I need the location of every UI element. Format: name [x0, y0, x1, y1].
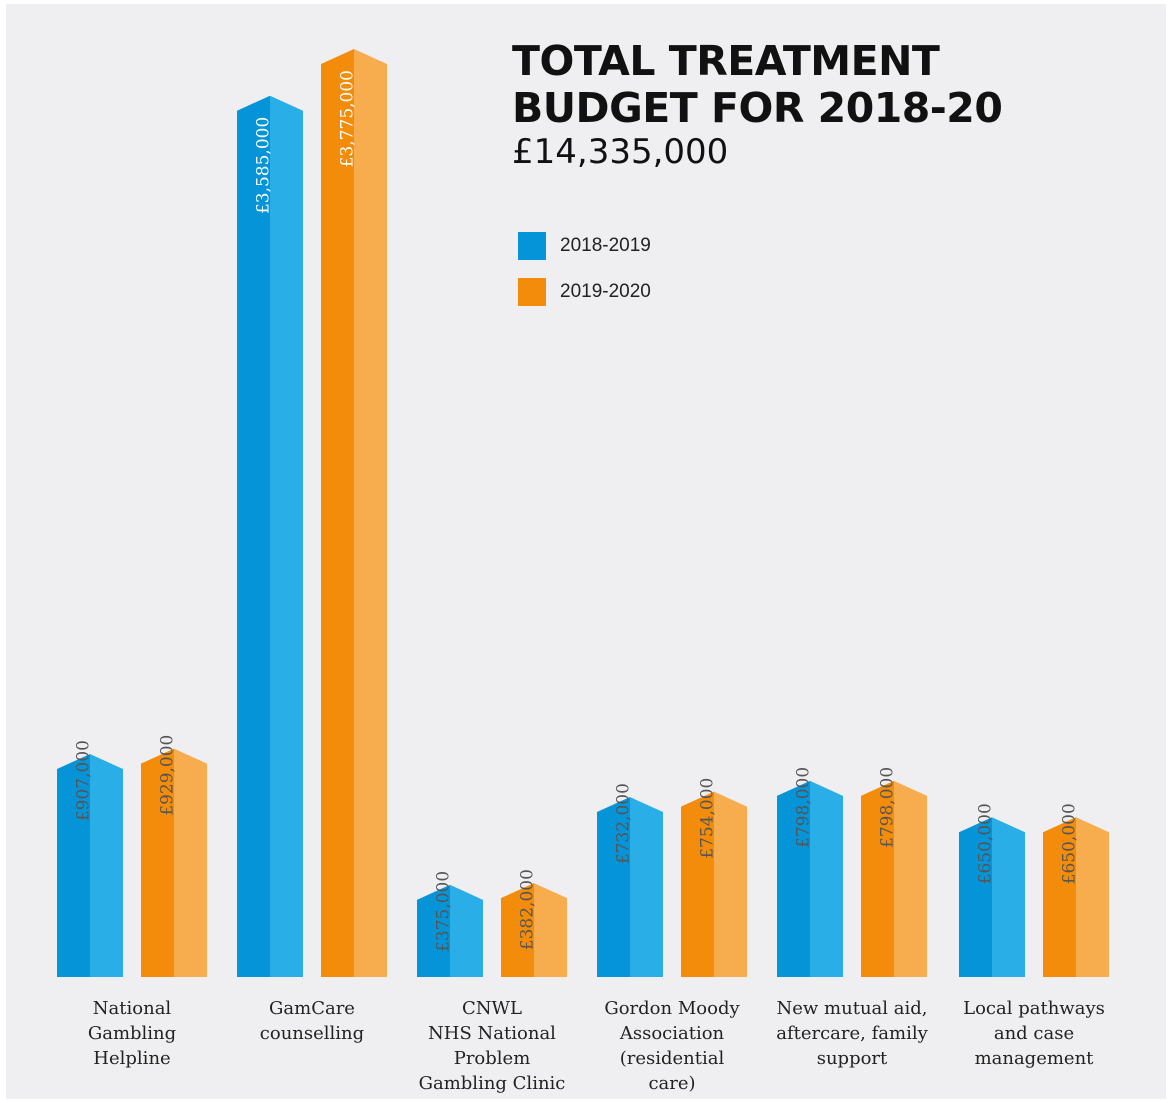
legend-label: 2019-2020	[560, 281, 651, 302]
bar-face-dark	[237, 95, 270, 978]
value-label: £3,585,000	[254, 117, 274, 214]
value-label: £798,000	[878, 767, 898, 848]
value-label: £650,000	[976, 803, 996, 884]
bar-2018-2019-1	[237, 95, 303, 978]
value-label: £754,000	[698, 778, 718, 859]
legend-swatch-orange	[518, 278, 546, 306]
value-label: £382,000	[518, 869, 538, 950]
bar-2018-2019-4	[777, 780, 843, 977]
bar-face-light	[714, 791, 747, 977]
category-label: New mutual aid, aftercare, family suppor…	[776, 998, 928, 1069]
bar-face-dark	[681, 791, 714, 977]
bar-2018-2019-2	[417, 884, 483, 977]
bar-face-light	[90, 754, 123, 977]
category-label: CNWL NHS National Problem Gambling Clini…	[418, 998, 566, 1094]
bar-face-light	[174, 748, 207, 977]
bar-2019-2020-1	[321, 49, 387, 977]
bar-2019-2020-5	[1043, 817, 1109, 977]
value-label: £907,000	[74, 740, 94, 821]
value-label: £732,000	[614, 783, 634, 864]
bar-face-dark	[321, 49, 354, 977]
category-label: Local pathways and case management	[963, 998, 1105, 1069]
bar-face-light	[534, 883, 567, 977]
category-label: GamCare counselling	[259, 998, 365, 1044]
bar-2018-2019-0	[57, 754, 123, 977]
bar-2019-2020-3	[681, 791, 747, 977]
bar-face-light	[992, 817, 1025, 977]
legend-swatch-blue	[518, 232, 546, 260]
bar-2019-2020-2	[501, 883, 567, 977]
value-label: £650,000	[1060, 803, 1080, 884]
bar-face-dark	[141, 748, 174, 977]
bar-face-dark	[861, 780, 894, 977]
value-label: £929,000	[158, 735, 178, 816]
chart-panel: £907,000 £929,000 £3,585,000 £3,775,000 £375…	[6, 4, 1166, 1099]
bar-2018-2019-3	[597, 797, 663, 977]
legend-label: 2018-2019	[560, 235, 651, 256]
bar-chart: £907,000 £929,000 £3,585,000 £3,775,000 £375…	[57, 49, 1109, 978]
bar-face-dark	[1043, 817, 1076, 977]
bar-face-light	[1076, 817, 1109, 977]
bar-face-dark	[597, 797, 630, 977]
bar-face-dark	[777, 780, 810, 977]
bar-2019-2020-4	[861, 780, 927, 977]
value-label: £375,000	[434, 871, 454, 952]
bar-2018-2019-5	[959, 817, 1025, 977]
value-label: £798,000	[794, 767, 814, 848]
legend: 2018-2019 2019-2020	[518, 232, 651, 324]
legend-item-2019-2020: 2019-2020	[518, 278, 651, 306]
bar-face-light	[810, 780, 843, 977]
value-label: £3,775,000	[338, 70, 358, 167]
total-budget: £14,335,000	[512, 132, 729, 172]
category-label: Gordon Moody Association (residential ca…	[604, 998, 740, 1094]
bar-face-light	[354, 49, 387, 977]
chart-title: TOTAL TREATMENT BUDGET FOR 2018-20	[512, 37, 1003, 132]
bar-face-light	[450, 884, 483, 977]
bar-face-dark	[57, 754, 90, 977]
bar-face-light	[630, 797, 663, 977]
legend-item-2018-2019: 2018-2019	[518, 232, 651, 260]
bar-face-dark	[959, 817, 992, 977]
bar-face-dark	[417, 884, 450, 977]
bar-face-light	[270, 95, 303, 978]
bar-face-light	[894, 780, 927, 977]
bar-2019-2020-0	[141, 748, 207, 977]
bar-face-dark	[501, 883, 534, 977]
category-label: National Gambling Helpline	[87, 998, 177, 1069]
